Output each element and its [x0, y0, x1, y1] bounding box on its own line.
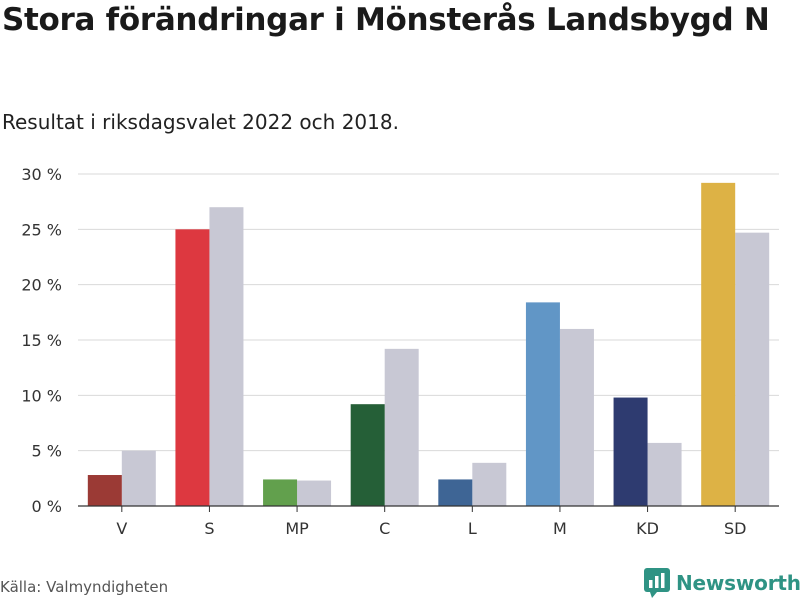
chart-title: Stora förändringar i Mönsterås Landsbygd…	[2, 2, 770, 38]
bar-2018-s	[209, 207, 244, 506]
bar-2018-mp	[297, 480, 332, 506]
x-tick-label: V	[116, 519, 127, 538]
y-tick-label: 5 %	[32, 442, 62, 461]
bar-2022-s	[175, 229, 210, 507]
bar-2022-kd	[613, 397, 648, 506]
x-tick-label: KD	[636, 519, 659, 538]
source-note: Källa: Valmyndigheten	[0, 578, 169, 596]
y-tick-label: 20 %	[21, 276, 62, 295]
bar-2018-v	[121, 450, 156, 506]
y-tick-label: 10 %	[21, 386, 62, 405]
y-tick-label: 25 %	[21, 220, 62, 239]
y-tick-label: 30 %	[21, 165, 62, 184]
bar-chart-logo-icon	[644, 568, 670, 598]
chart-subtitle: Resultat i riksdagsvalet 2022 och 2018.	[2, 110, 399, 134]
x-tick-label: C	[379, 519, 390, 538]
bar-2022-m	[525, 302, 560, 506]
bar-2022-mp	[263, 479, 298, 506]
x-tick-label: S	[204, 519, 214, 538]
bar-2022-c	[350, 404, 385, 506]
bar-2022-l	[438, 479, 473, 506]
bar-2018-sd	[735, 232, 770, 507]
bar-2022-sd	[701, 182, 736, 506]
bar-2018-c	[384, 348, 419, 506]
bar-2022-v	[87, 475, 122, 506]
y-tick-label: 15 %	[21, 331, 62, 350]
x-tick-label: SD	[724, 519, 746, 538]
brand-name: Newsworthy	[676, 571, 800, 595]
x-tick-label: M	[553, 519, 567, 538]
brand-logo: Newsworthy	[644, 568, 800, 598]
bar-2018-m	[559, 328, 594, 506]
y-tick-label: 0 %	[32, 497, 62, 516]
x-tick-label: L	[468, 519, 477, 538]
bar-2018-l	[472, 462, 507, 506]
x-tick-label: MP	[285, 519, 309, 538]
bar-2018-kd	[647, 442, 682, 506]
